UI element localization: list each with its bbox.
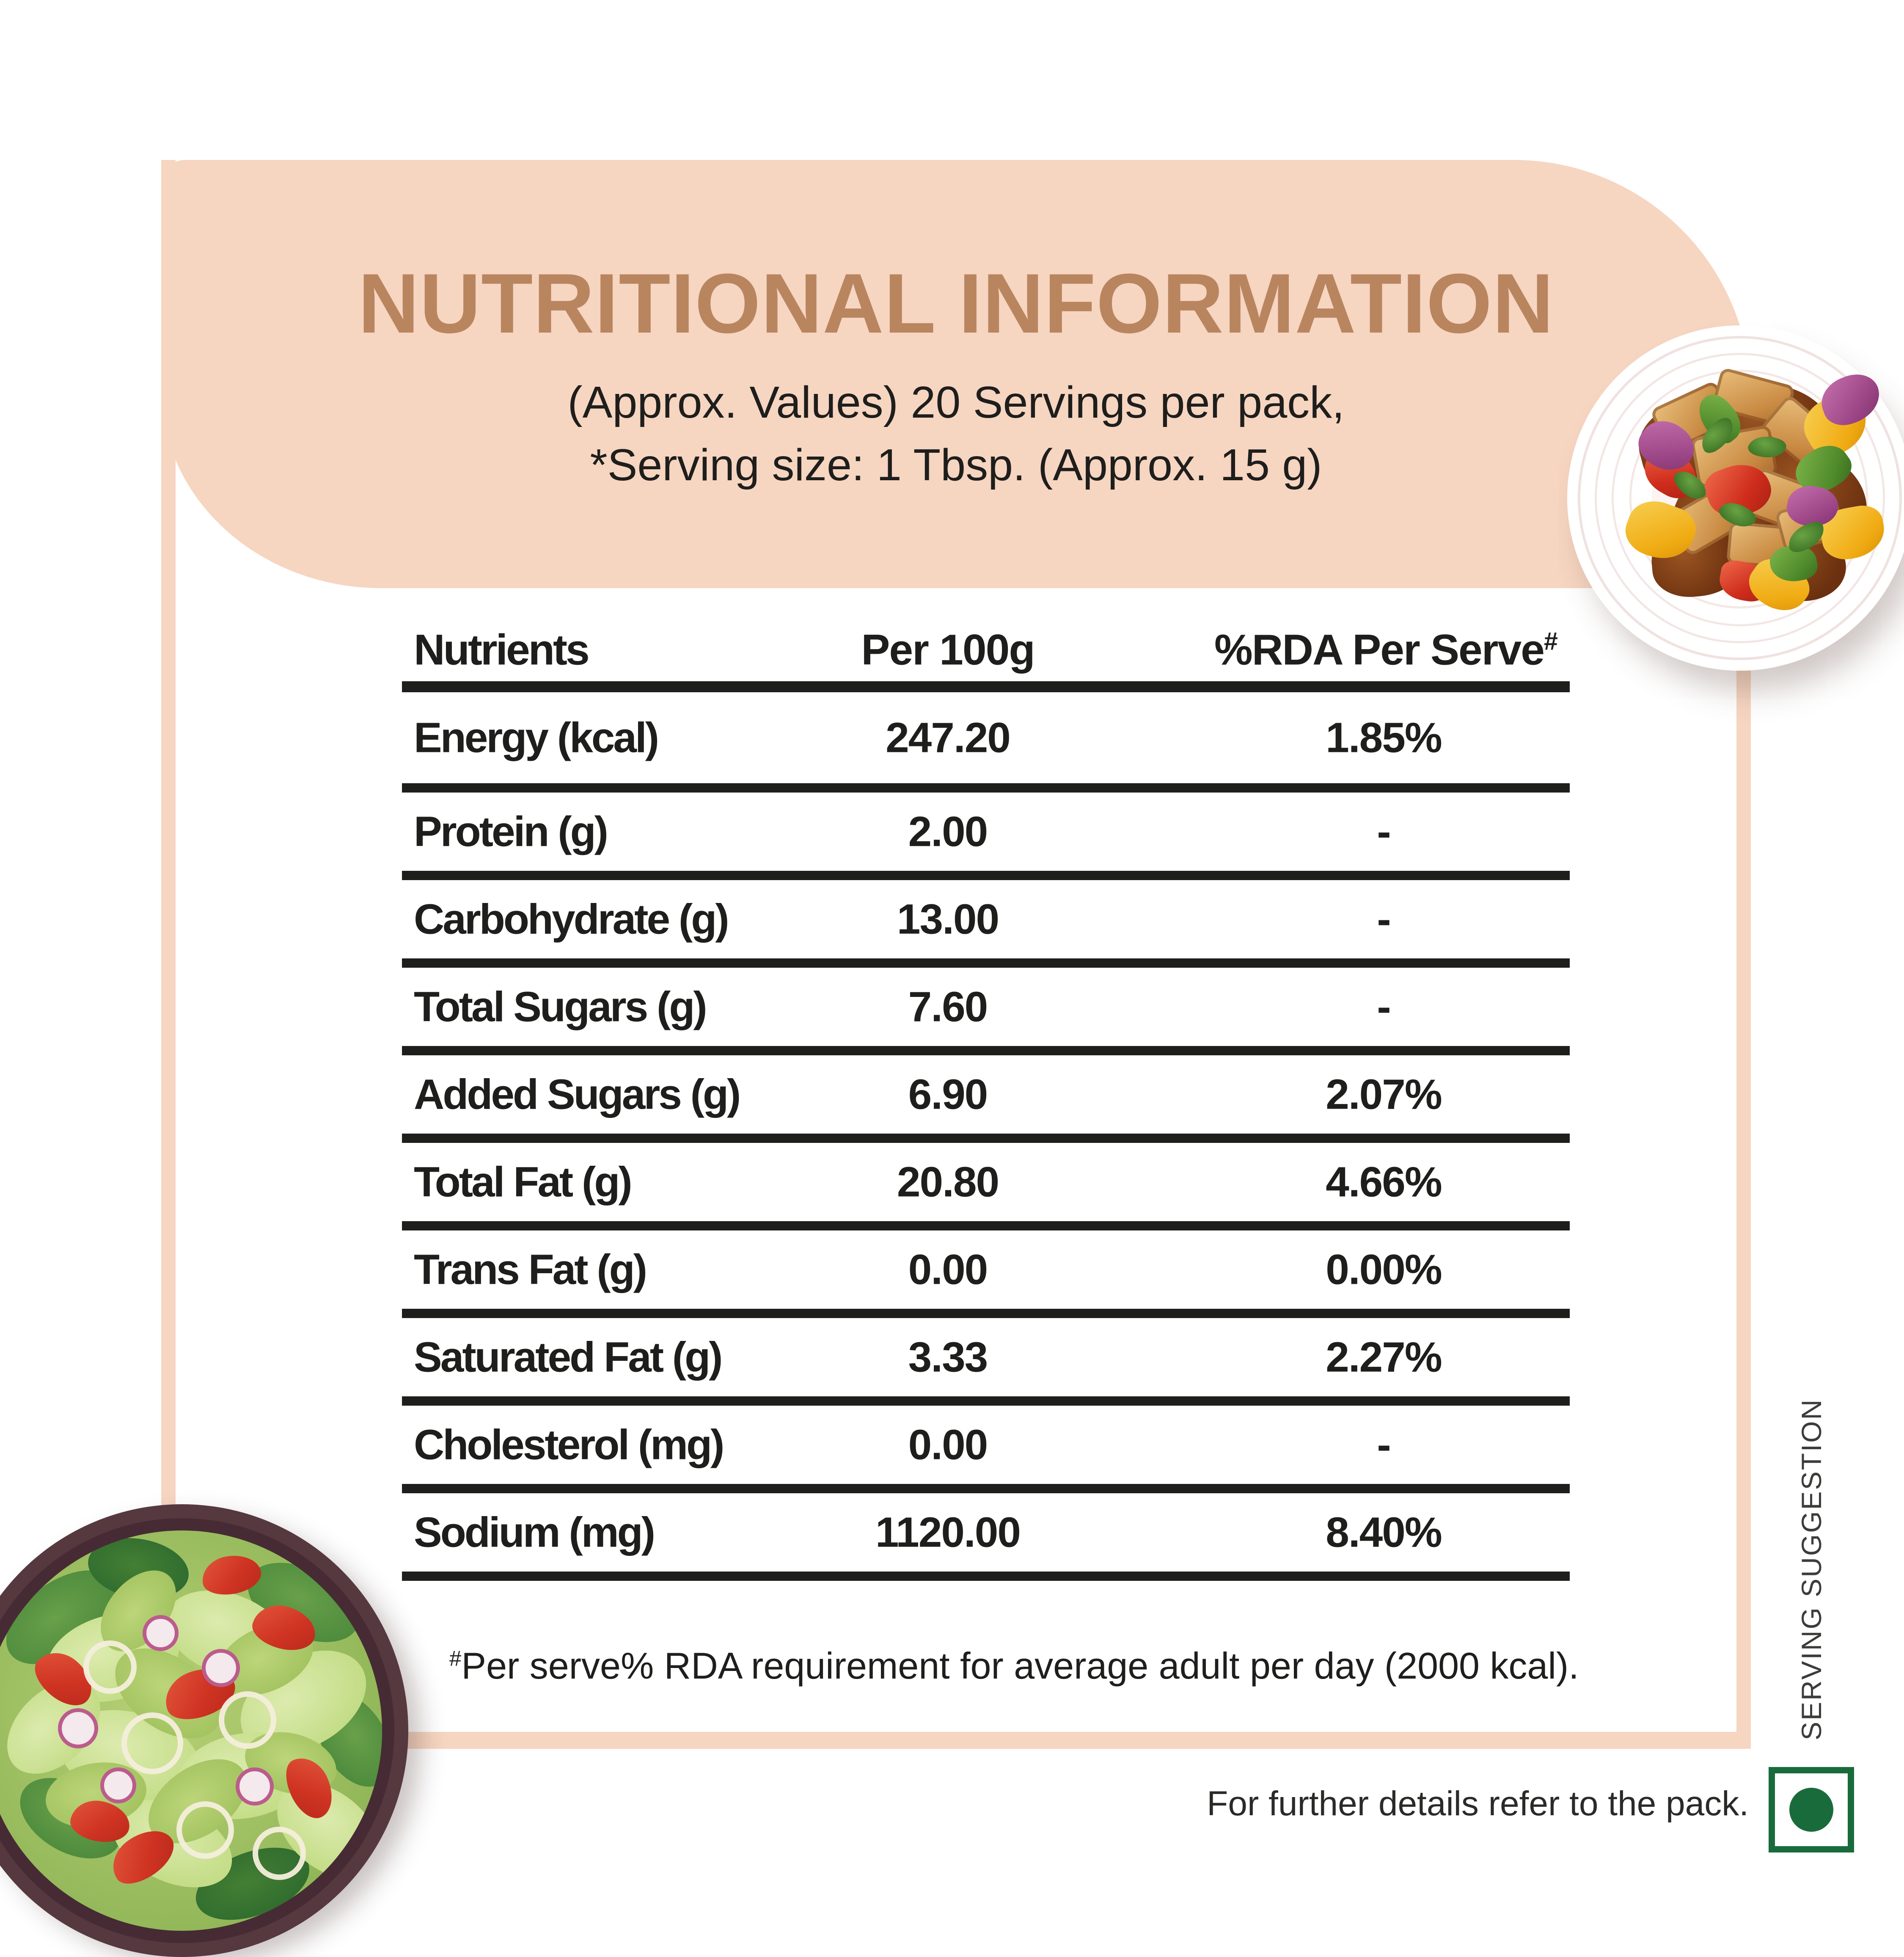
column-header-nutrients: Nutrients — [414, 625, 590, 674]
row-label: Added Sugars (g) — [414, 1071, 741, 1118]
row-rda: 4.66% — [1326, 1158, 1442, 1206]
row-per100g: 7.60 — [908, 983, 988, 1030]
table-divider — [402, 681, 1570, 692]
table-row: Cholesterol (mg) 0.00 - — [402, 1406, 1570, 1484]
row-label: Energy (kcal) — [414, 714, 659, 761]
table-divider — [402, 1221, 1570, 1230]
footer-note: For further details refer to the pack. — [1207, 1784, 1749, 1823]
table-divider — [402, 1484, 1570, 1493]
row-rda: - — [1377, 808, 1391, 855]
row-per100g: 2.00 — [908, 808, 988, 855]
row-per100g: 0.00 — [908, 1421, 988, 1468]
subtitle-line-2: *Serving size: 1 Tbsp. (Approx. 15 g) — [590, 440, 1322, 490]
table-divider — [402, 1309, 1570, 1318]
row-per100g: 3.33 — [908, 1333, 988, 1381]
table-divider — [402, 871, 1570, 880]
nutrition-table: Nutrients Per 100g %RDA Per Serve# Energ… — [402, 619, 1570, 1581]
row-per100g: 13.00 — [897, 895, 999, 943]
table-row: Protein (g) 2.00 - — [402, 793, 1570, 871]
row-per100g: 0.00 — [908, 1246, 988, 1293]
rda-footnote: #Per serve% RDA requirement for average … — [449, 1645, 1579, 1687]
row-rda: - — [1377, 895, 1391, 943]
row-rda: 2.07% — [1326, 1071, 1442, 1118]
nutrition-label-panel: NUTRITIONAL INFORMATION (Approx. Values)… — [0, 160, 1904, 1957]
table-row: Total Sugars (g) 7.60 - — [402, 968, 1570, 1046]
row-label: Protein (g) — [414, 808, 608, 855]
row-label: Total Sugars (g) — [414, 983, 707, 1030]
row-label: Trans Fat (g) — [414, 1246, 647, 1293]
table-header-row: Nutrients Per 100g %RDA Per Serve# — [402, 619, 1570, 681]
chilli-paneer-plate-photo — [1567, 325, 1904, 671]
row-rda: 8.40% — [1326, 1508, 1442, 1556]
row-label: Sodium (mg) — [414, 1508, 655, 1556]
green-salad-bowl-photo — [0, 1504, 408, 1957]
row-rda: 2.27% — [1326, 1333, 1442, 1381]
table-divider — [402, 1396, 1570, 1406]
row-per100g: 247.20 — [886, 714, 1011, 761]
row-rda: 1.85% — [1326, 714, 1442, 761]
table-divider — [402, 783, 1570, 793]
table-divider — [402, 958, 1570, 968]
table-row: Trans Fat (g) 0.00 0.00% — [402, 1230, 1570, 1309]
header-block: NUTRITIONAL INFORMATION (Approx. Values)… — [161, 160, 1751, 588]
rda-superscript: # — [1544, 627, 1558, 655]
veg-mark-dot — [1789, 1788, 1833, 1832]
row-rda: 0.00% — [1326, 1246, 1442, 1293]
table-row: Sodium (mg) 1120.00 8.40% — [402, 1493, 1570, 1572]
row-per100g: 20.80 — [897, 1158, 999, 1206]
table-row: Energy (kcal) 247.20 1.85% — [402, 692, 1570, 783]
frame-border-right — [1736, 652, 1751, 1749]
row-per100g: 1120.00 — [875, 1508, 1021, 1556]
table-row: Saturated Fat (g) 3.33 2.27% — [402, 1318, 1570, 1396]
row-rda: - — [1377, 983, 1391, 1030]
veg-mark-icon — [1769, 1767, 1854, 1852]
row-label: Saturated Fat (g) — [414, 1333, 723, 1381]
table-divider — [402, 1046, 1570, 1055]
row-per100g: 6.90 — [908, 1071, 988, 1118]
frame-border-bottom — [161, 1732, 1751, 1749]
table-divider — [402, 1572, 1570, 1581]
row-rda: - — [1377, 1421, 1391, 1468]
salad-contents — [0, 1530, 382, 1931]
row-label: Total Fat (g) — [414, 1158, 633, 1206]
row-label: Cholesterol (mg) — [414, 1421, 724, 1468]
page-title: NUTRITIONAL INFORMATION — [358, 256, 1554, 351]
table-row: Carbohydrate (g) 13.00 - — [402, 880, 1570, 958]
subtitle-line-1: (Approx. Values) 20 Servings per pack, — [567, 377, 1345, 427]
serving-suggestion-caption: SERVING SUGGESTION — [1796, 1398, 1827, 1740]
table-divider — [402, 1134, 1570, 1143]
column-header-rda-per-serve: %RDA Per Serve# — [1214, 625, 1558, 674]
table-row: Total Fat (g) 20.80 4.66% — [402, 1143, 1570, 1221]
row-label: Carbohydrate (g) — [414, 895, 729, 943]
table-row: Added Sugars (g) 6.90 2.07% — [402, 1055, 1570, 1134]
column-header-per-100g: Per 100g — [861, 625, 1035, 674]
footnote-superscript: # — [449, 1646, 462, 1671]
